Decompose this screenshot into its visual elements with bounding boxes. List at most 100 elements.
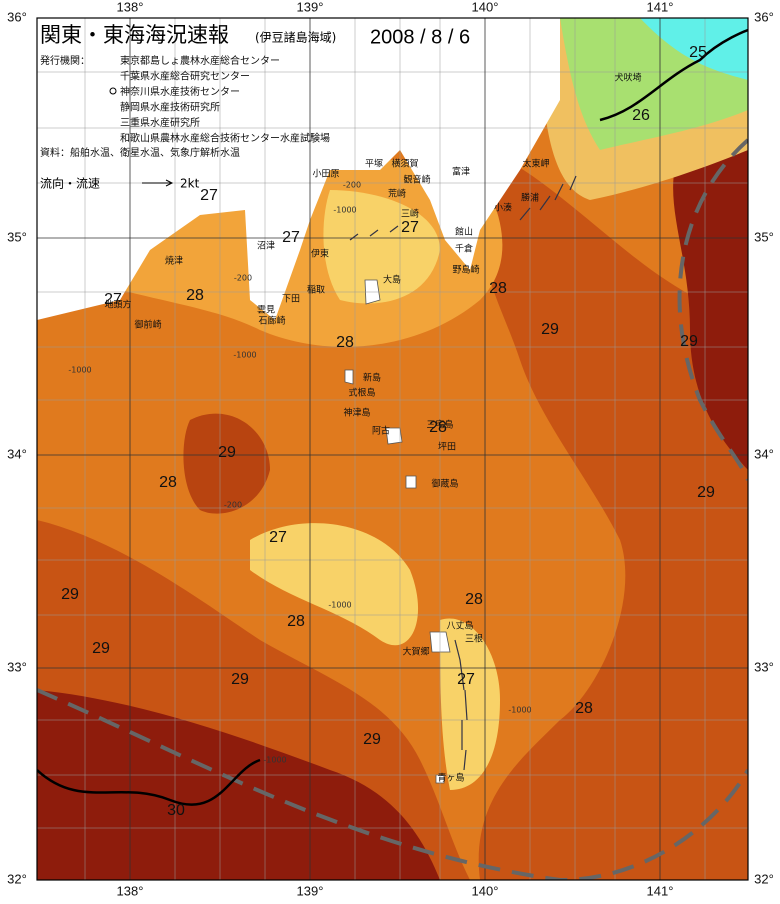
contour-label: 28 — [489, 280, 507, 297]
contour-label: 29 — [697, 484, 715, 501]
sources: 資料：船舶水温、衛星水温、気象庁解析水温 — [40, 146, 240, 159]
lat-label: 35° — [754, 229, 774, 244]
publisher: 神奈川県水産技術センター — [120, 85, 240, 98]
place-name: 坪田 — [438, 442, 456, 453]
publisher-label: 発行機関： — [40, 54, 90, 67]
contour-label: 27 — [401, 219, 419, 236]
contour-label: 28 — [287, 613, 305, 630]
place-name: 勝浦 — [521, 192, 539, 204]
place-name: 三崎 — [401, 208, 419, 220]
lat-label: 34° — [754, 446, 774, 461]
depth-label: -1000 — [263, 756, 286, 765]
depth-label: -1000 — [68, 366, 91, 375]
lat-label: 36° — [754, 9, 774, 24]
contour-label: 28 — [159, 474, 177, 491]
contour-label: 29 — [680, 333, 698, 350]
place-name: 小湊 — [494, 202, 512, 214]
place-name: 雲見 — [257, 305, 275, 316]
place-name: 地頭方 — [104, 299, 131, 311]
sea-temperature — [37, 18, 748, 880]
contour-label: 29 — [363, 731, 381, 748]
place-name: 三宅島 — [426, 419, 453, 431]
contour-label: 28 — [186, 287, 204, 304]
depth-label: -1000 — [333, 206, 356, 215]
contour-label: 27 — [282, 229, 300, 246]
contour-label: 26 — [632, 107, 650, 124]
lat-label: 34° — [7, 446, 27, 461]
legend-label: 流向・流速 — [40, 176, 100, 191]
lon-label: 138° — [117, 0, 144, 14]
place-name: 神津島 — [343, 407, 370, 419]
contour-label: 29 — [541, 321, 559, 338]
marker — [109, 87, 117, 95]
publisher: 東京都島しょ農林水産総合センター — [120, 54, 280, 67]
place-name: 荒崎 — [388, 188, 406, 200]
lat-label: 33° — [7, 659, 27, 674]
place-name: 稲取 — [307, 284, 325, 296]
place-name: 伊東 — [311, 248, 329, 260]
subtitle: (伊豆諸島海域) — [255, 30, 336, 45]
contour-label: 27 — [457, 671, 475, 688]
depth-label: -1000 — [508, 706, 531, 715]
place-name: 御前崎 — [134, 319, 161, 331]
contour-label: 29 — [218, 444, 236, 461]
place-name: 富津 — [452, 166, 470, 178]
place-name: 観音崎 — [403, 174, 430, 186]
lat-label: 35° — [7, 229, 27, 244]
place-name: 小田原 — [312, 169, 339, 180]
legend-unit: 2kt — [180, 177, 200, 191]
contour-label: 28 — [429, 419, 447, 436]
depth-label: -200 — [224, 501, 242, 510]
place-name: 平塚 — [365, 159, 383, 170]
contour-label: 27 — [269, 529, 287, 546]
contour-label: 29 — [92, 640, 110, 657]
place-name: 青ヶ島 — [437, 772, 464, 784]
title: 関東・東海海況速報 — [40, 23, 229, 47]
depth-label: -200 — [234, 274, 252, 283]
lat-label: 32° — [754, 871, 774, 886]
place-name: 八丈島 — [446, 620, 473, 632]
contour-label: 29 — [231, 671, 249, 688]
lon-label: 141° — [647, 883, 674, 898]
place-name: 石廊崎 — [258, 315, 285, 327]
contour-label: 28 — [465, 591, 483, 608]
place-name: 野島崎 — [452, 264, 479, 276]
lon-label: 140° — [472, 0, 499, 14]
contour-label: 27 — [200, 187, 218, 204]
place-name: 太東岬 — [522, 158, 549, 170]
frame — [36, 17, 749, 881]
place-name: 焼津 — [165, 256, 183, 267]
lon-label: 139° — [297, 0, 324, 14]
lat-label: 32° — [7, 871, 27, 886]
legend-arrow — [142, 179, 174, 187]
place-name: 沼津 — [257, 241, 275, 252]
place-name: 横須賀 — [391, 158, 418, 170]
lon-label: 138° — [117, 883, 144, 898]
contour-label: 25 — [689, 44, 707, 61]
contour-label: 29 — [61, 586, 79, 603]
lat-label: 36° — [7, 9, 27, 24]
publisher: 静岡県水産技術研究所 — [120, 101, 220, 114]
place-name: 千倉 — [455, 243, 473, 255]
place-name: 大島 — [383, 274, 401, 286]
date: 2008 / 8 / 6 — [370, 26, 470, 48]
place-name: 御蔵島 — [431, 478, 458, 490]
depth-label: -200 — [343, 181, 361, 190]
place-name: 阿古 — [372, 425, 390, 437]
place-name: 下田 — [282, 294, 300, 305]
contour-label: 28 — [336, 334, 354, 351]
lon-label: 140° — [472, 883, 499, 898]
place-name: 三根 — [465, 633, 483, 645]
publisher: 和歌山県農林水産総合技術センター水産試験場 — [120, 132, 330, 145]
publisher: 千葉県水産総合研究センター — [120, 70, 250, 83]
place-name: 新島 — [363, 372, 381, 384]
contour-label: 30 — [167, 802, 185, 819]
contour-label: 27 — [104, 291, 122, 308]
depth-label: -1000 — [328, 601, 351, 610]
lon-label: 139° — [297, 883, 324, 898]
lat-label: 33° — [754, 659, 774, 674]
place-name: 館山 — [455, 226, 473, 238]
lon-label: 141° — [647, 0, 674, 14]
place-name: 大賀郷 — [402, 646, 429, 658]
